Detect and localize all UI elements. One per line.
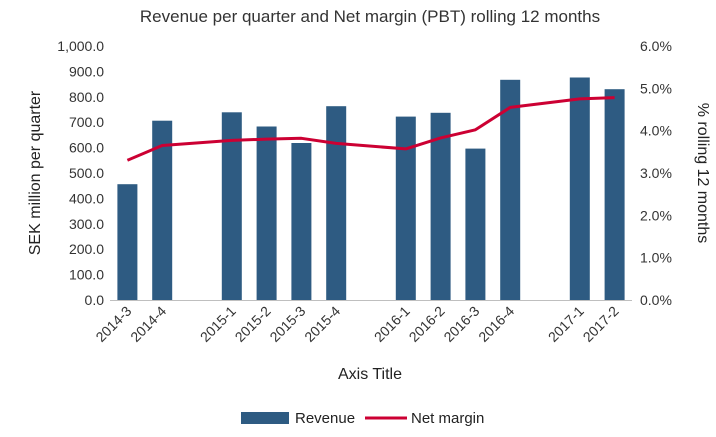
revenue-bar [326, 106, 347, 300]
legend: Revenue Net margin [241, 410, 484, 427]
y-tick-label: 100.0 [69, 267, 104, 283]
legend-net-margin-label: Net margin [411, 410, 484, 427]
y2-tick-label: 6.0% [640, 38, 672, 54]
y2-tick-label: 2.0% [640, 207, 672, 223]
legend-revenue-label: Revenue [295, 410, 355, 427]
y-tick-label: 1,000.0 [57, 38, 104, 54]
y2-tick-label: 0.0% [640, 292, 672, 308]
revenue-bar [221, 112, 242, 300]
y-tick-label: 700.0 [69, 114, 104, 130]
chart-title: Revenue per quarter and Net margin (PBT)… [140, 7, 600, 26]
x-tick-label: 2015-4 [301, 303, 343, 345]
legend-revenue-swatch [241, 412, 289, 424]
x-tick-label: 2014-4 [127, 303, 169, 345]
x-tick-label: 2016-1 [371, 303, 413, 345]
x-tick-label: 2017-1 [545, 303, 587, 345]
x-tick-label: 2017-2 [580, 303, 622, 345]
y2-tick-label: 4.0% [640, 123, 672, 139]
revenue-bar [604, 89, 625, 300]
revenue-bar [430, 112, 451, 300]
x-tick-label: 2014-3 [92, 303, 134, 345]
y2-tick-label: 3.0% [640, 165, 672, 181]
x-tick-label: 2016-2 [406, 303, 448, 345]
y-tick-label: 300.0 [69, 216, 104, 232]
revenue-bar [291, 143, 312, 300]
revenue-bar [117, 184, 138, 300]
y2-tick-label: 5.0% [640, 80, 672, 96]
y-tick-label: 500.0 [69, 165, 104, 181]
revenue-bar [465, 148, 486, 300]
x-tick-label: 2016-4 [475, 303, 517, 345]
plot-area [117, 77, 625, 300]
revenue-bar [152, 120, 173, 300]
y-tick-label: 800.0 [69, 89, 104, 105]
x-axis-title: Axis Title [338, 366, 402, 383]
y2-tick-label: 1.0% [640, 250, 672, 266]
x-tick-label: 2016-3 [440, 303, 482, 345]
y-axis-title: SEK million per quarter [27, 90, 44, 255]
y2-axis-title: % rolling 12 months [694, 103, 711, 244]
revenue-bar [395, 116, 416, 300]
net-margin-line [126, 96, 615, 162]
y-tick-label: 400.0 [69, 190, 104, 206]
x-tick-label: 2015-3 [266, 303, 308, 345]
x-tick-label: 2015-1 [197, 303, 239, 345]
revenue-bar [569, 77, 590, 300]
y-tick-label: 200.0 [69, 241, 104, 257]
revenue-bar [256, 126, 277, 300]
x-tick-label: 2015-2 [232, 303, 274, 345]
y-tick-label: 900.0 [69, 63, 104, 79]
y-tick-label: 0.0 [85, 292, 105, 308]
y-tick-label: 600.0 [69, 140, 104, 156]
y-axis-left: 0.0 100.0 200.0 300.0 400.0 500.0 600.0 700.0 80… [57, 38, 104, 308]
y-axis-right: 0.0% 1.0% 2.0% 3.0% 4.0% 5.0% 6.0% [640, 38, 672, 308]
revenue-bar [500, 79, 521, 300]
